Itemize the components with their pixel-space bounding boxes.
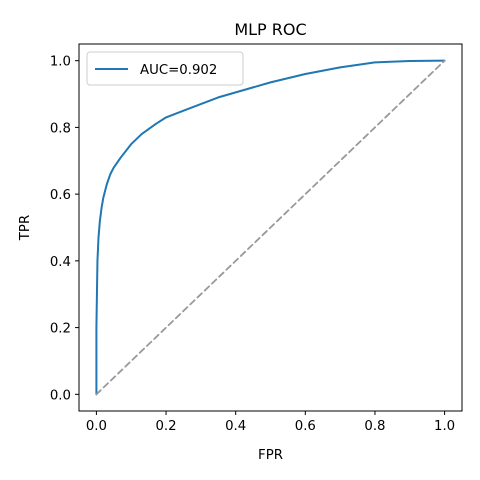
plot-area [78, 43, 463, 412]
y-tick-label: 1.0 [50, 55, 71, 70]
chart-title: MLP ROC [234, 20, 306, 39]
chance-diagonal-line [95, 59, 446, 396]
x-axis-label: FPR [258, 448, 283, 463]
legend: AUC=0.902 [86, 51, 244, 86]
plot-frame [78, 43, 463, 412]
roc-curve-line [95, 59, 446, 396]
x-tick-label: 1.0 [434, 419, 455, 434]
x-axis-ticks: 0.0 0.2 0.4 0.6 0.8 1.0 [86, 411, 455, 434]
legend-entry-label: AUC=0.902 [140, 63, 217, 78]
legend-box [86, 51, 244, 86]
y-tick-label: 0.6 [50, 188, 71, 203]
y-axis-label: TPR [18, 215, 33, 241]
x-tick-label: 0.4 [225, 419, 246, 434]
x-tick-label: 0.2 [155, 419, 176, 434]
x-tick-label: 0.6 [295, 419, 316, 434]
y-axis-ticks: 0.0 0.2 0.4 0.6 0.8 1.0 [50, 55, 79, 403]
y-tick-label: 0.2 [50, 322, 71, 337]
y-tick-label: 0.4 [50, 255, 71, 270]
y-tick-label: 0.8 [50, 121, 71, 136]
x-tick-label: 0.8 [364, 419, 385, 434]
y-tick-label: 0.0 [50, 388, 71, 403]
x-tick-label: 0.0 [86, 419, 107, 434]
